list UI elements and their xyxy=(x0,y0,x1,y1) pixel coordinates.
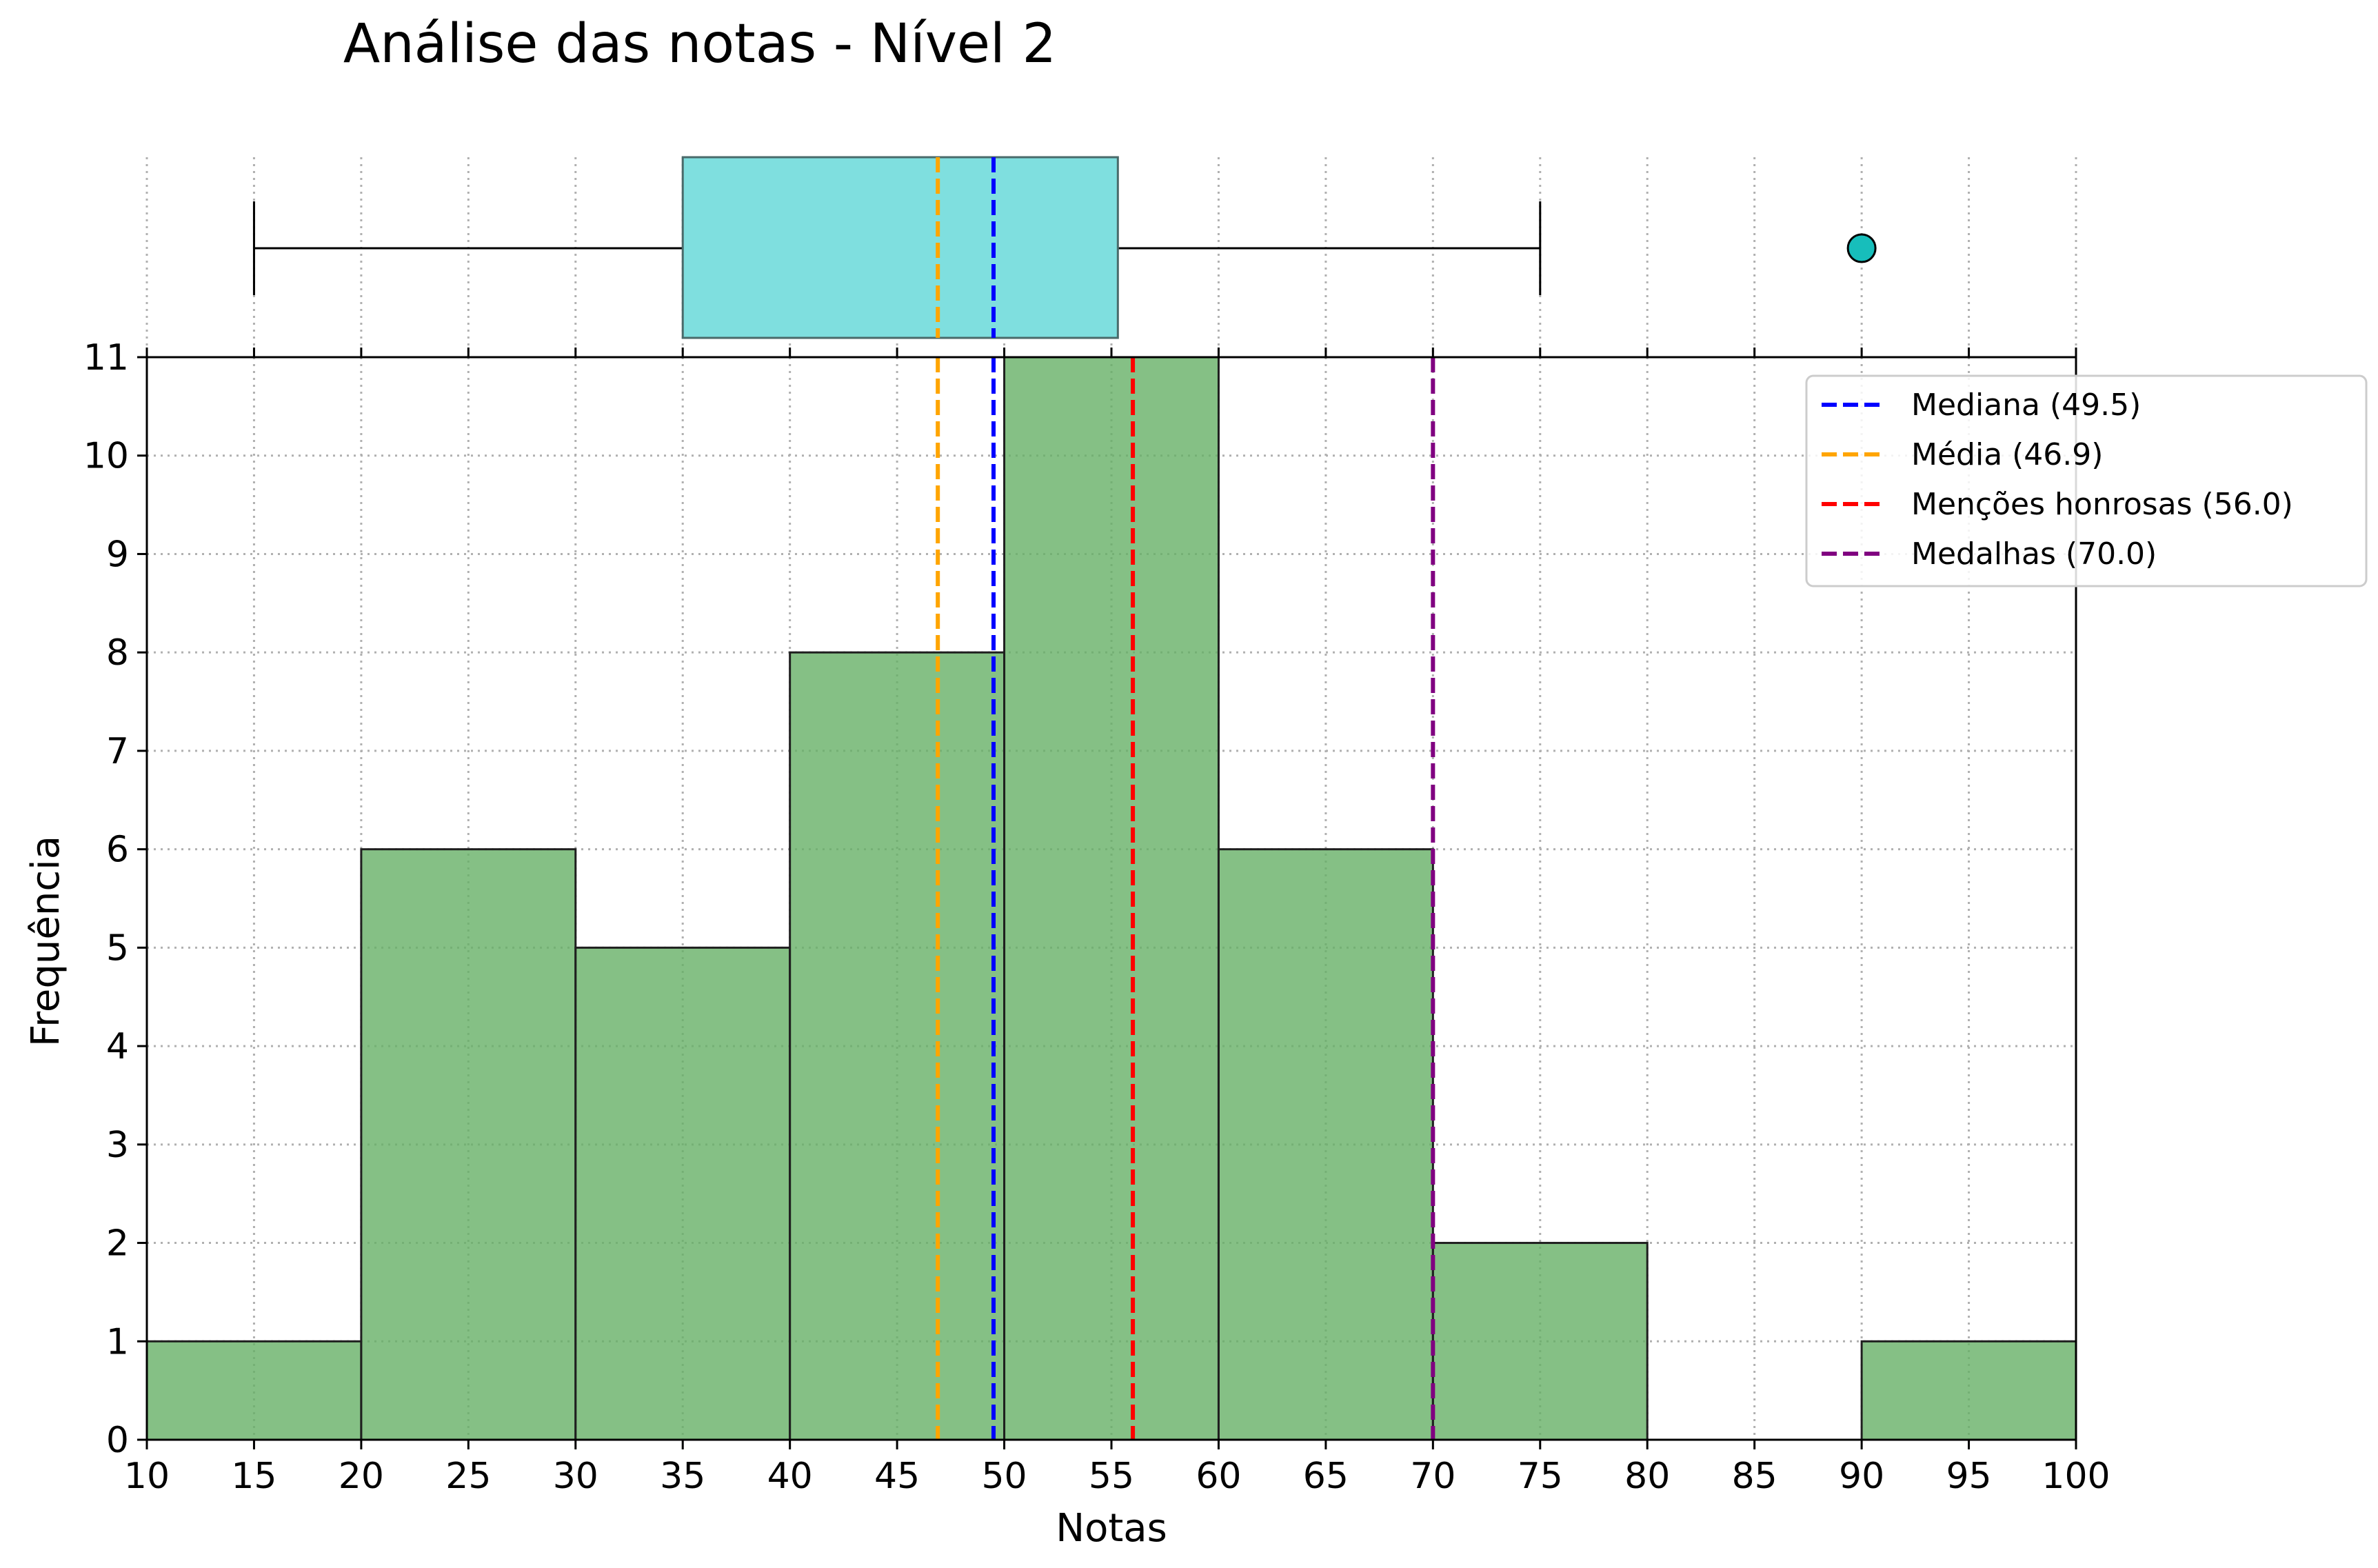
boxplot-outlier xyxy=(1846,233,1877,263)
x-tick-label: 10 xyxy=(124,1456,170,1497)
y-tick-label: 5 xyxy=(106,927,129,969)
histogram-bar xyxy=(1860,1340,2077,1441)
reference-lines xyxy=(936,157,1435,1440)
x-tick-label: 80 xyxy=(1624,1456,1670,1497)
legend-label: Medalhas (70.0) xyxy=(1911,536,2157,572)
x-tick-label: 65 xyxy=(1303,1456,1349,1497)
histogram-bar xyxy=(360,848,577,1441)
boxplot xyxy=(252,156,1877,339)
histogram-bar xyxy=(1431,1242,1649,1441)
x-tick-label: 60 xyxy=(1196,1456,1241,1497)
legend-label: Média (46.9) xyxy=(1911,437,2103,472)
y-tick-label: 8 xyxy=(106,632,129,674)
y-axis-ticks: 0 1 2 3 4 5 6 7 8 9 10 11 xyxy=(83,337,147,1461)
y-tick-label: 0 xyxy=(106,1420,129,1461)
x-tick-label: 75 xyxy=(1518,1456,1563,1497)
x-tick-label: 25 xyxy=(445,1456,491,1497)
x-tick-label: 15 xyxy=(231,1456,276,1497)
x-tick-label: 100 xyxy=(2042,1456,2110,1497)
x-tick-label: 30 xyxy=(553,1456,598,1497)
y-axis-label: Frequência xyxy=(23,836,68,1047)
legend-label: Mediana (49.5) xyxy=(1911,388,2141,423)
histogram-bar xyxy=(789,651,1006,1441)
histogram-bar xyxy=(1003,356,1220,1441)
histogram-bars xyxy=(145,356,2077,1441)
y-tick-label: 6 xyxy=(106,830,129,871)
y-tick-label: 9 xyxy=(106,534,129,575)
x-tick-label: 70 xyxy=(1410,1456,1455,1497)
y-tick-label: 4 xyxy=(106,1026,129,1067)
x-tick-label: 90 xyxy=(1839,1456,1884,1497)
y-tick-label: 7 xyxy=(106,731,129,772)
y-tick-label: 11 xyxy=(83,337,129,379)
x-tick-label: 85 xyxy=(1732,1456,1777,1497)
histogram-bar xyxy=(1217,848,1434,1441)
x-tick-label: 95 xyxy=(1946,1456,1991,1497)
legend-label: Menções honrosas (56.0) xyxy=(1911,487,2293,522)
x-tick-label: 35 xyxy=(660,1456,705,1497)
legend: Mediana (49.5) Média (46.9) Menções honros… xyxy=(1805,374,2368,587)
x-axis-ticks: 10 15 20 25 30 35 40 45 50 55 60 65 70 75 80 85 90 95 100 xyxy=(124,348,2110,1497)
legend-box xyxy=(1805,374,2368,587)
y-tick-label: 2 xyxy=(106,1223,129,1265)
y-tick-label: 1 xyxy=(106,1321,129,1363)
x-tick-label: 20 xyxy=(339,1456,384,1497)
x-axis-label: Notas xyxy=(1056,1506,1167,1551)
histogram-bar xyxy=(145,1340,363,1441)
histogram-bar xyxy=(574,946,792,1441)
chart-title: Análise das notas - Nível 2 xyxy=(343,13,1056,75)
boxplot-box xyxy=(681,156,1119,339)
x-tick-label: 55 xyxy=(1089,1456,1134,1497)
y-tick-label: 10 xyxy=(83,436,129,477)
x-tick-label: 40 xyxy=(767,1456,813,1497)
x-tick-label: 45 xyxy=(874,1456,920,1497)
x-tick-label: 50 xyxy=(981,1456,1027,1497)
y-tick-label: 3 xyxy=(106,1125,129,1166)
